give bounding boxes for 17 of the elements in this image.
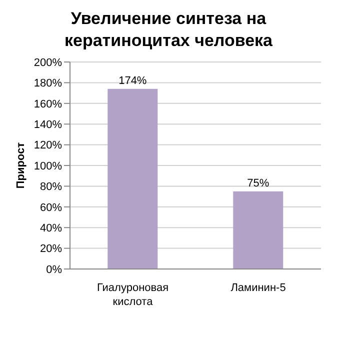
- data-label: 174%: [118, 74, 147, 87]
- y-tick-label: 100%: [34, 160, 62, 172]
- y-tick-label: 120%: [34, 140, 62, 152]
- data-label: 75%: [247, 177, 270, 190]
- y-tick-label: 180%: [34, 78, 62, 90]
- y-tick-label: 140%: [34, 119, 62, 132]
- y-tick-label: 0%: [46, 264, 62, 276]
- x-tick-label: Ламинин-5: [230, 282, 286, 294]
- y-tick-label: 60%: [40, 202, 62, 214]
- x-tick-label: Гиалуроновая кислота: [96, 282, 169, 308]
- y-tick-label: 200%: [34, 56, 62, 69]
- y-tick-label: 80%: [40, 181, 62, 194]
- y-tick-label: 20%: [40, 243, 62, 256]
- y-axis-title: Прирост: [14, 142, 27, 189]
- y-tick-label: 40%: [40, 222, 62, 235]
- y-tick-label: 160%: [34, 98, 62, 110]
- chart-title: Увеличение синтеза на кератиноцитах человека: [63, 8, 274, 52]
